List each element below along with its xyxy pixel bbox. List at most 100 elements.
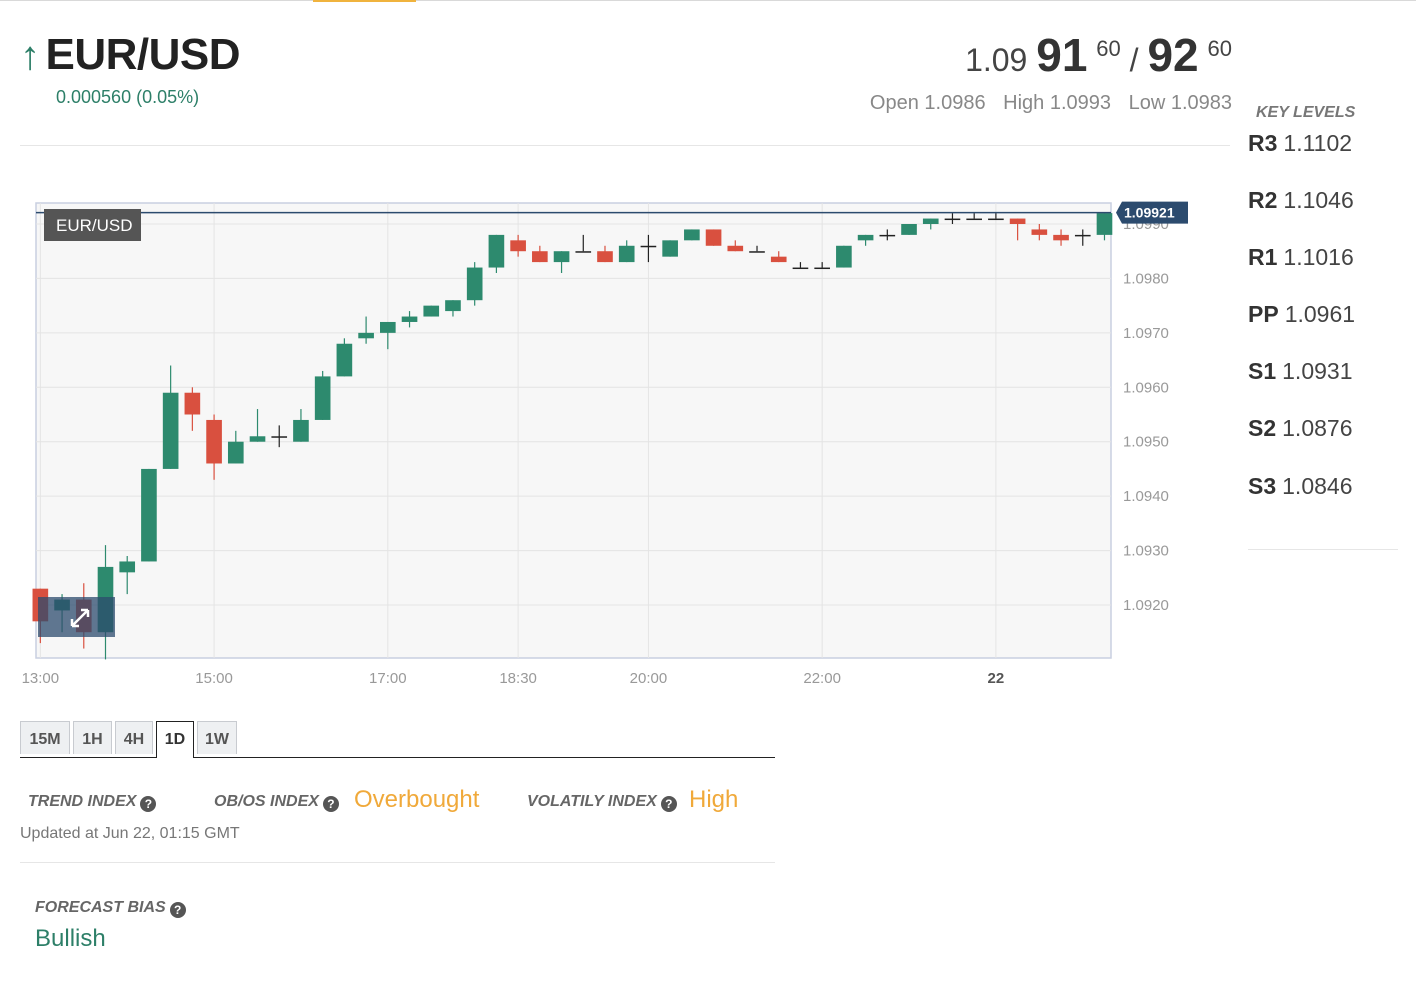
active-nav-indicator [313,0,416,2]
y-tick-label: 1.0920 [1123,597,1169,614]
instrument-title: ↑ EUR/USD [20,30,241,80]
candlestick-series [32,213,1113,660]
price-change: 0.000560 (0.05%) [56,87,200,107]
candle [1053,229,1069,246]
x-tick-label: 22 [988,670,1005,687]
x-tick-label: 17:00 [369,670,407,687]
updated-timestamp: Updated at Jun 22, 01:15 GMT [20,825,240,842]
help-icon[interactable]: ? [660,796,677,812]
quote-separator: / [1129,42,1139,78]
current-price-label: 1.09921 [1124,205,1175,221]
price-chart[interactable]: 1.09201.09301.09401.09501.09601.09701.09… [0,0,1416,700]
low-value: Low 1.0983 [1128,92,1232,114]
help-icon[interactable]: ? [140,796,157,812]
candle [488,234,505,273]
key-levels-title: KEY LEVELS [1256,104,1356,121]
forecast-bias-label: FORECAST BIAS? [35,899,186,918]
expand-icon [70,608,90,628]
y-tick-label: 1.0960 [1123,379,1169,396]
candle [944,213,961,224]
candle [358,316,374,344]
y-axis-ticks: 1.0920 1.0930 1.0940 1.0950 1.0960 1.0970 1.09… [1123,216,1169,614]
bid-prefix: 1.09 [965,42,1028,78]
tab-1w[interactable]: 1W [197,721,237,754]
key-level-r2: R2 1.1046 [1248,187,1354,213]
instrument-symbol: EUR/USD [45,30,241,79]
bid-pips: 60 [1096,36,1121,61]
top-border [0,0,1416,1]
candle [857,234,874,246]
candle [792,262,809,270]
candle [141,468,157,562]
candle [705,229,722,246]
candle [314,370,331,420]
candle [575,234,592,253]
key-level-s2: S2 1.0876 [1248,415,1353,441]
candle [966,213,982,221]
candle [184,387,201,431]
key-level-r3: R3 1.1102 [1248,130,1353,156]
candle [727,240,744,252]
help-icon[interactable]: ? [169,902,186,918]
candle [1009,218,1026,241]
high-value: High 1.0993 [1003,92,1112,114]
y-tick-label: 1.0950 [1123,434,1169,451]
candle [988,213,1004,221]
chart-gridlines [36,203,1111,658]
open-value: Open 1.0986 [869,92,986,114]
candle [597,245,613,263]
candle [684,229,700,241]
candle [814,262,830,270]
candle [466,262,483,306]
trend-index-label: TREND INDEX? [28,793,157,812]
key-level-s3: S3 1.0846 [1248,473,1353,499]
candle [901,224,917,235]
candle [1096,213,1113,241]
candle [206,414,222,480]
forecast-bias-value: Bullish [35,925,106,952]
candle [770,251,787,263]
help-icon[interactable]: ? [322,796,339,812]
candle [1031,224,1048,241]
candle [662,240,678,257]
x-tick-label: 15:00 [195,670,233,687]
key-level-s1: S1 1.0931 [1248,358,1353,384]
candle [553,251,570,273]
candle [293,409,309,442]
volatility-index-value: High [689,786,739,813]
ask-big-digits: 92 [1147,29,1199,81]
y-tick-label: 1.0970 [1123,325,1169,342]
candle [162,365,179,469]
chart-legend-box [44,209,141,241]
open-high-low: Open 1.0986 High 1.0993 Low 1.0983 [858,92,1232,115]
x-tick-label: 13:00 [22,670,60,687]
candle [445,300,461,317]
chart-legend-label: EUR/USD [56,216,133,235]
key-level-r1: R1 1.1016 [1248,244,1354,270]
candle [401,311,418,328]
x-tick-label: 22:00 [803,670,841,687]
candle [879,229,896,241]
candle [640,234,657,263]
obos-index-label: OB/OS INDEX? [214,793,339,812]
tab-15m[interactable]: 15M [20,721,70,754]
x-tick-label: 18:30 [499,670,537,687]
tab-1d[interactable]: 1D [156,721,194,758]
candle [271,425,288,448]
candle [749,245,765,253]
tab-4h[interactable]: 4H [115,721,153,754]
key-levels-divider [1248,549,1398,550]
current-price-tag: 1.09921 [1116,201,1188,224]
arrow-up-icon: ↑ [20,34,40,78]
candle [510,234,526,257]
plot-area [35,202,1112,659]
x-tick-label: 20:00 [630,670,668,687]
candle [922,218,939,230]
candle [532,245,548,263]
tab-1h[interactable]: 1H [73,721,112,754]
candle [119,556,136,595]
bid-ask-quote: 1.09 91 60 / 92 60 [965,28,1232,82]
expand-chart-button[interactable] [38,597,115,637]
y-tick-label: 1.0930 [1123,543,1169,560]
candle [227,430,244,464]
